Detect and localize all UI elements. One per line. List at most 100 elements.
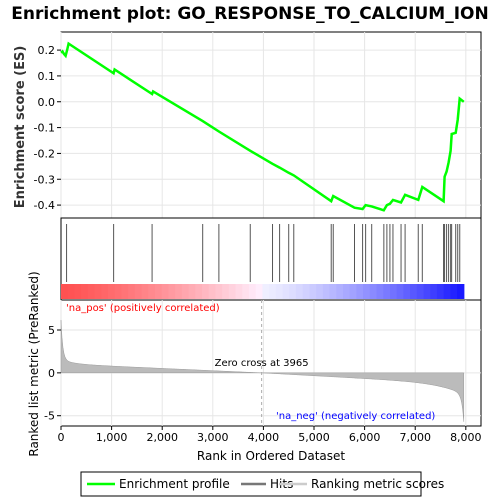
positive-correlation-label: 'na_pos' (positively correlated) [66, 303, 220, 314]
zero-cross-label: Zero cross at 3965 [215, 358, 309, 369]
heat-segment [450, 284, 458, 299]
x-tick-label: 0 [58, 431, 65, 444]
heat-segment [114, 284, 123, 299]
heat-segment [248, 284, 257, 299]
es-y-tick-label: 0.1 [38, 70, 56, 83]
heat-segment [154, 284, 163, 299]
rank-y-axis-label: Ranked list metric (PreRanked) [27, 271, 41, 456]
heat-segment [161, 284, 170, 299]
heat-segment [302, 284, 310, 299]
heat-segment [61, 284, 69, 299]
es-y-ticks: 0.2 0.1 0.0 -0.1 -0.2 -0.3 -0.4 [34, 44, 61, 212]
heat-segment [356, 284, 364, 299]
rank-y-tick-label: -5 [44, 410, 55, 423]
negative-correlation-label: 'na_neg' (negatively correlated) [276, 411, 435, 422]
x-ticks: 0 1,000 2,000 3,000 4,000 5,000 6,000 7,000 8,00… [58, 426, 482, 444]
heat-segment [81, 284, 89, 299]
heat-segment [228, 284, 237, 299]
heat-segment [134, 284, 143, 299]
heat-segment [67, 284, 76, 299]
heat-segment [295, 284, 304, 299]
es-y-tick-label: -0.3 [34, 173, 55, 186]
x-tick-label: 4,000 [248, 431, 280, 444]
rank-panel-frame [60, 299, 482, 427]
enrichment-score-panel: 0.2 0.1 0.0 -0.1 -0.2 -0.3 -0.4 Enrichment sco… [13, 31, 482, 219]
legend-enrichment-label: Enrichment profile [119, 477, 230, 491]
rank-y-ticks: 5 0 -5 [44, 324, 61, 423]
heat-segment [262, 284, 270, 299]
heat-segment [141, 284, 149, 299]
heat-segment [188, 284, 196, 299]
x-axis-label: Rank in Ordered Dataset [197, 449, 345, 463]
heat-segment [329, 284, 337, 299]
heat-segment [430, 284, 438, 299]
hits-panel [60, 217, 482, 301]
heat-segment [255, 284, 263, 299]
heat-segment [363, 284, 371, 299]
heat-segment [416, 284, 425, 299]
heat-segment [208, 284, 217, 299]
heat-segment [349, 284, 357, 299]
heat-segment [235, 284, 243, 299]
x-tick-label: 7,000 [399, 431, 431, 444]
heat-segment [94, 284, 102, 299]
heat-segment [389, 284, 398, 299]
heat-segment [128, 284, 136, 299]
heat-segment [342, 284, 351, 299]
heat-segment [107, 284, 116, 299]
es-y-tick-label: 0.2 [38, 44, 56, 57]
heat-segment [87, 284, 96, 299]
x-tick-label: 5,000 [298, 431, 330, 444]
heat-segment [181, 284, 190, 299]
heat-segment [322, 284, 331, 299]
rank-y-tick-label: 5 [48, 324, 55, 337]
es-y-tick-label: -0.4 [34, 199, 55, 212]
rank-heatmap-bar [61, 284, 465, 299]
heat-segment [74, 284, 82, 299]
es-y-axis-label: Enrichment score (ES) [13, 46, 28, 209]
heat-segment [403, 284, 411, 299]
heat-segment [423, 284, 431, 299]
heat-segment [168, 284, 176, 299]
heat-segment [148, 284, 156, 299]
rank-y-tick-label: 0 [48, 367, 55, 380]
heat-segment [201, 284, 210, 299]
heat-segment [195, 284, 203, 299]
heat-segment [410, 284, 418, 299]
heat-segment [369, 284, 378, 299]
heat-segment [309, 284, 317, 299]
heat-segment [101, 284, 109, 299]
heat-segment [457, 284, 465, 299]
x-tick-label: 8,000 [450, 431, 482, 444]
enrichment-profile-line [60, 41, 465, 212]
heat-segment [275, 284, 284, 299]
es-y-tick-label: 0.0 [38, 96, 56, 109]
heat-segment [289, 284, 297, 299]
heat-segment [436, 284, 445, 299]
chart-title: Enrichment plot: GO_RESPONSE_TO_CALCIUM_… [11, 4, 488, 24]
legend-ranking-label: Ranking metric scores [311, 477, 444, 491]
es-panel-frame [60, 31, 482, 219]
hit-lines [66, 224, 461, 282]
ranked-metric-panel: Zero cross at 3965 'na_pos' (positively … [27, 271, 482, 463]
heat-segment [121, 284, 129, 299]
es-grid [60, 32, 481, 218]
heat-segment [336, 284, 344, 299]
ranking-metric-area [60, 320, 465, 422]
es-y-tick-label: -0.2 [34, 147, 55, 160]
heat-segment [282, 284, 290, 299]
x-tick-label: 1,000 [96, 431, 128, 444]
es-y-tick-label: -0.1 [34, 122, 55, 135]
x-tick-label: 6,000 [349, 431, 381, 444]
heat-segment [215, 284, 223, 299]
heat-segment [222, 284, 230, 299]
heat-segment [316, 284, 324, 299]
heat-segment [269, 284, 277, 299]
heat-segment [376, 284, 384, 299]
heat-segment [242, 284, 250, 299]
heat-segment [175, 284, 183, 299]
x-tick-label: 3,000 [197, 431, 229, 444]
heat-segment [383, 284, 391, 299]
x-tick-label: 2,000 [146, 431, 178, 444]
